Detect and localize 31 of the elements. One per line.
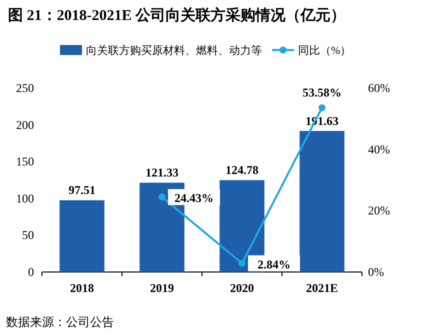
legend-label: 同比（%）: [298, 44, 352, 57]
x-tick-label: 2020: [230, 281, 254, 295]
legend-label: 向关联方购买原材料、燃料、动力等: [86, 44, 262, 57]
x-tick-label: 2021E: [306, 281, 338, 295]
data-label: 2.84%: [258, 257, 290, 272]
x-tick-label: 2018: [70, 281, 94, 295]
data-label: 24.43%: [174, 191, 214, 206]
point: [238, 260, 246, 267]
y-tick-label: 100: [16, 191, 34, 206]
data-label: 97.51: [68, 183, 96, 198]
y-tick-label: 50: [22, 228, 34, 242]
data-label: 53.58%: [302, 86, 342, 100]
y-tick-label: 200: [16, 118, 34, 132]
y-tick-label: 0: [28, 265, 34, 279]
point: [158, 194, 166, 201]
data-label: 124.78: [226, 163, 258, 178]
y-tick-label: 250: [16, 81, 34, 95]
bar: [300, 130, 344, 272]
data-label: 121.33: [146, 166, 178, 180]
y2-tick-label: 0%: [368, 265, 384, 279]
x-tick-label: 2019: [150, 281, 174, 295]
chart-title: 图 21：2018-2021E 公司向关联方采购情况（亿元）: [8, 6, 346, 24]
legend: 向关联方购买原材料、燃料、动力等: [60, 45, 262, 57]
y-tick-label: 150: [16, 154, 34, 169]
bar: [60, 200, 104, 272]
y2-tick-label: 60%: [368, 81, 390, 95]
source-note: 数据来源：公司公告: [6, 315, 114, 329]
point: [318, 104, 326, 112]
y2-tick-label: 20%: [368, 204, 390, 218]
y2-tick-label: 40%: [368, 142, 390, 156]
legend: 同比（%）: [272, 45, 352, 57]
